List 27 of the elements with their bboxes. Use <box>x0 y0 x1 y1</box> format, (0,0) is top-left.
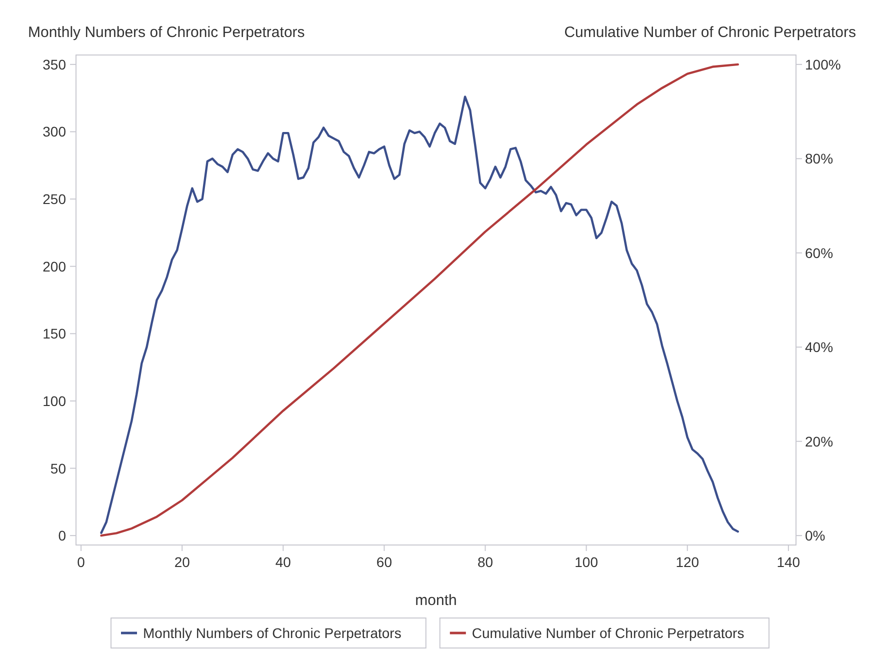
x-tick-label: 100 <box>574 554 598 570</box>
y2-tick-label: 60% <box>805 244 834 261</box>
x-tick-label: 0 <box>77 554 86 570</box>
y-tick-label: 100 <box>42 392 66 409</box>
y2-tick-label: 0% <box>805 528 826 544</box>
x-tick-label: 40 <box>275 554 292 570</box>
y2-tick-label: 40% <box>805 339 834 356</box>
x-tick-label: 20 <box>174 554 190 570</box>
y2-tick-label: 100% <box>805 56 841 72</box>
y-tick-label: 150 <box>42 326 66 342</box>
x-tick-label: 140 <box>776 554 800 570</box>
x-tick-label: 120 <box>676 554 700 570</box>
y2-tick-label: 20% <box>805 433 834 450</box>
y-tick-label: 0 <box>58 528 66 544</box>
y-tick-label: 250 <box>42 191 66 208</box>
y2-axis-title: Cumulative Number of Chronic Perpetrators <box>564 24 856 41</box>
legend-label: Cumulative Number of Chronic Perpetrators <box>472 625 744 641</box>
y-axis-title: Monthly Numbers of Chronic Perpetrators <box>28 24 305 41</box>
y2-tick-label: 80% <box>805 150 834 167</box>
x-axis-title: month <box>415 592 457 609</box>
y-tick-label: 300 <box>42 124 66 140</box>
x-tick-label: 60 <box>376 554 392 570</box>
y-tick-label: 200 <box>42 258 66 274</box>
x-tick-label: 80 <box>477 554 494 570</box>
y-tick-label: 50 <box>50 460 66 476</box>
y-tick-label: 350 <box>42 56 66 72</box>
legend-label: Monthly Numbers of Chronic Perpetrators <box>143 625 402 641</box>
